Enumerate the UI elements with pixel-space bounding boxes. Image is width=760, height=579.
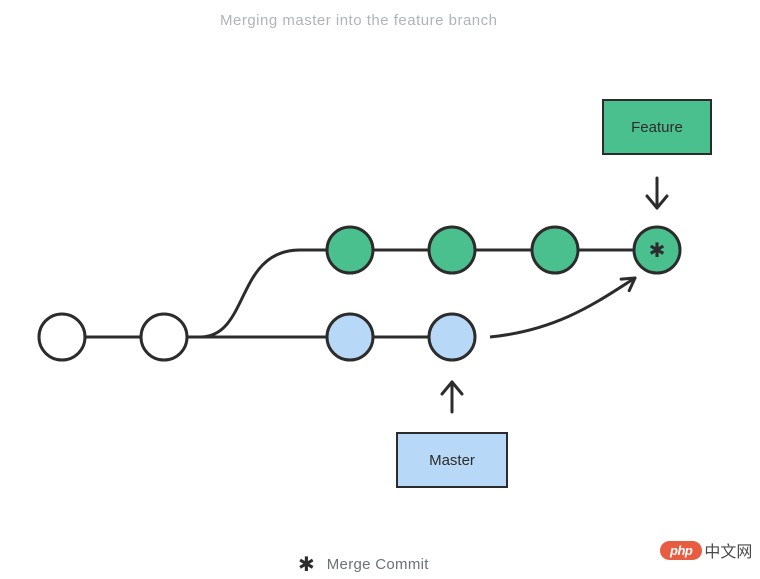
commit-node: [327, 227, 373, 273]
feature-branch-label: Feature: [602, 99, 712, 155]
watermark-badge: php: [660, 541, 702, 560]
commit-node: [429, 314, 475, 360]
commit-node: [429, 227, 475, 273]
git-merge-diagram: ✱: [0, 0, 760, 579]
commit-node: [141, 314, 187, 360]
master-branch-label: Master: [396, 432, 508, 488]
watermark-cn-text: 中文网: [704, 538, 752, 562]
feature-arrow-icon: [647, 178, 667, 208]
commit-node: [532, 227, 578, 273]
merge-commit-icon: ✱: [649, 240, 666, 262]
legend: ✱ Merge Commit: [298, 552, 429, 577]
branch-curve: [200, 250, 350, 337]
legend-text: Merge Commit: [327, 556, 429, 573]
watermark: php 中文网: [660, 538, 752, 562]
legend-merge-icon: ✱: [298, 552, 315, 577]
merge-curve: [490, 278, 635, 337]
commit-node: [327, 314, 373, 360]
master-arrow-icon: [442, 382, 462, 412]
commit-node: [39, 314, 85, 360]
